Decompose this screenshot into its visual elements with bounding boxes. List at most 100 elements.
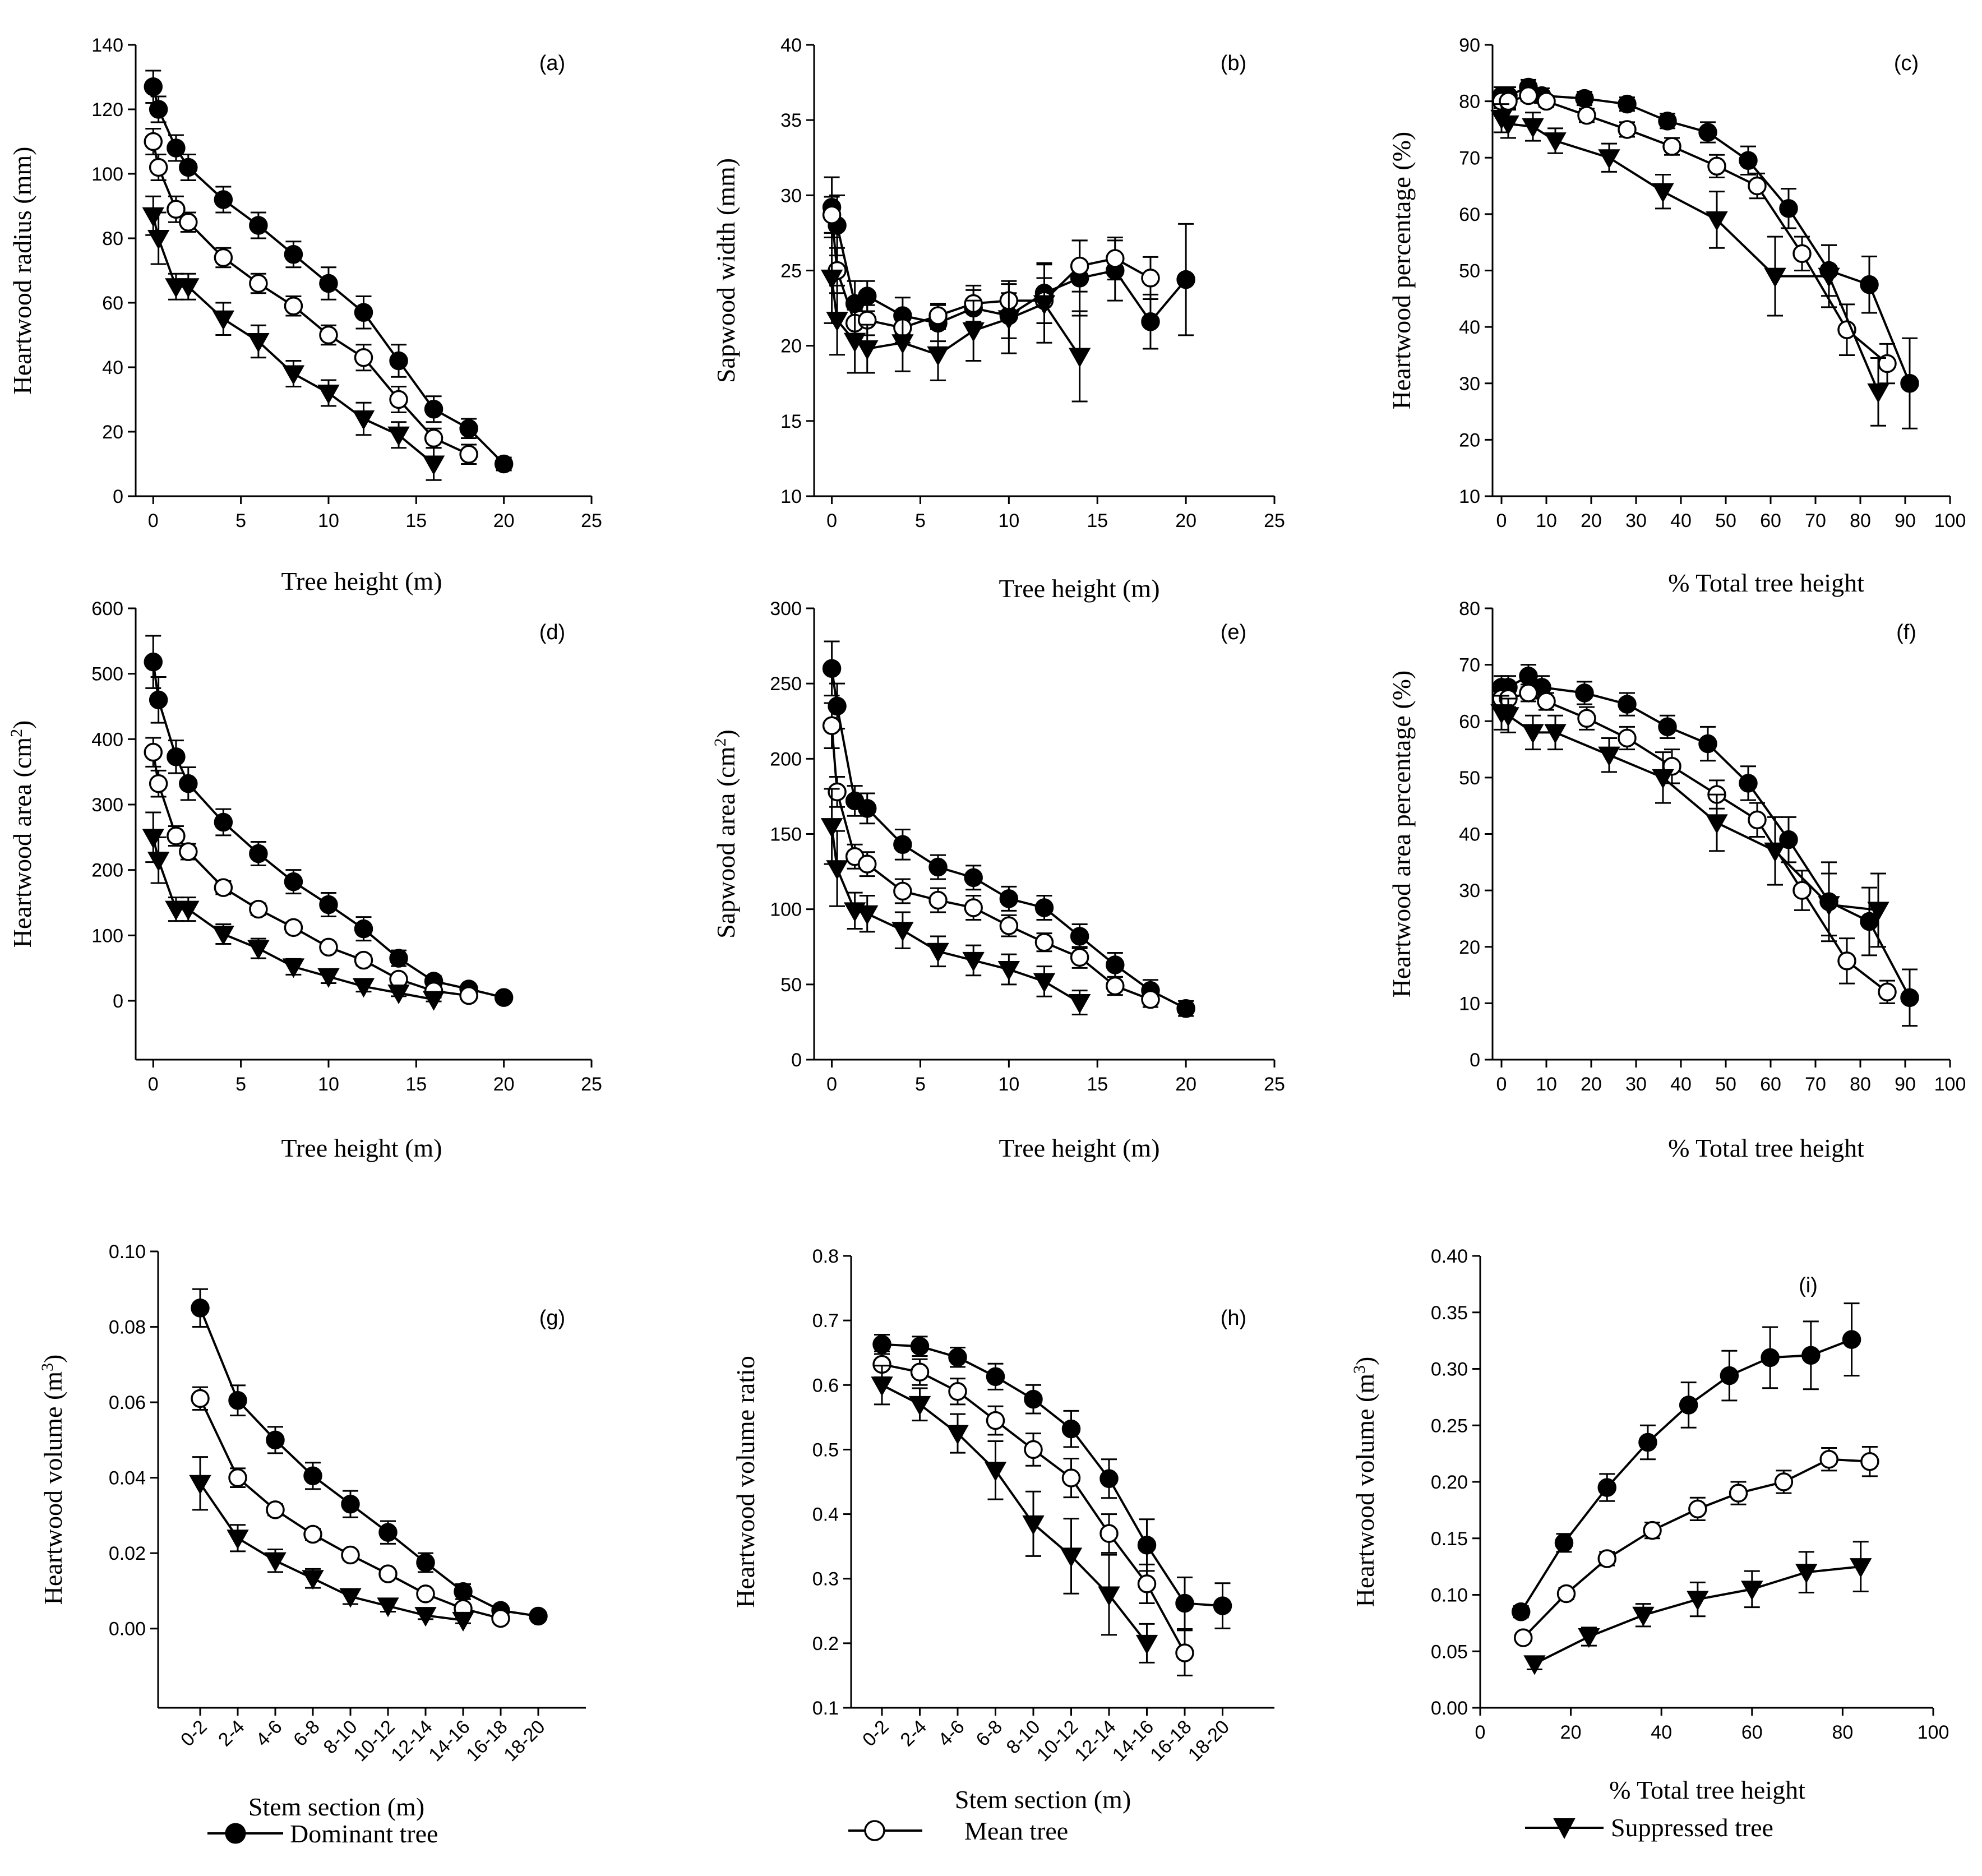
- y-axis-label: Sapwood width (mm): [712, 158, 740, 383]
- point-suppressed: [997, 961, 1020, 981]
- point-dominant: [228, 1390, 247, 1410]
- point-dominant: [149, 690, 168, 710]
- legend-label-dominant: Dominant tree: [290, 1819, 438, 1848]
- point-suppressed: [212, 310, 235, 330]
- point-dominant: [857, 287, 877, 306]
- x-tick-label: 100: [1934, 1074, 1966, 1095]
- series-line-suppressed: [830, 278, 1081, 357]
- y-tick-label: 400: [91, 729, 123, 750]
- point-dominant: [144, 77, 163, 96]
- y-tick-label: 40: [1459, 824, 1480, 845]
- point-dominant: [857, 799, 877, 818]
- point-suppressed: [820, 818, 843, 838]
- y-tick-label: 140: [91, 35, 123, 56]
- y-tick-label: 100: [770, 899, 802, 921]
- y-tick-label: 0.5: [812, 1439, 839, 1461]
- point-mean: [893, 881, 912, 901]
- series-suppressed: [1523, 1541, 1872, 1675]
- y-tick-label: 70: [1459, 655, 1480, 676]
- point-dominant: [1024, 1389, 1043, 1409]
- point-suppressed: [422, 455, 445, 475]
- point-dominant: [1638, 1433, 1657, 1452]
- x-tick-label: 10: [318, 510, 339, 532]
- panel-b: 10 15 20 25 30 35 40 0 5 10 15 20 25 (b) Tree height (…: [712, 35, 1285, 603]
- point-dominant: [1761, 1348, 1780, 1367]
- point-mean: [1577, 709, 1596, 728]
- y-tick-label: 80: [102, 228, 123, 249]
- point-mean: [1878, 982, 1897, 1001]
- point-suppressed: [871, 1376, 893, 1397]
- point-dominant: [999, 889, 1019, 908]
- point-dominant: [1175, 1593, 1194, 1613]
- x-tick-label: 10-12: [349, 1716, 399, 1766]
- series-line-mean: [152, 752, 469, 997]
- series-dominant: [144, 635, 514, 1007]
- point-mean: [1034, 932, 1054, 952]
- x-tick-label: 12-14: [387, 1716, 436, 1766]
- x-tick-label: 50: [1715, 1074, 1736, 1095]
- point-suppressed: [1033, 973, 1056, 993]
- series-line-mean: [1522, 1458, 1870, 1639]
- x-tick-label: 60: [1741, 1722, 1763, 1743]
- point-mean: [928, 306, 948, 325]
- point-mean: [1137, 1574, 1157, 1593]
- x-tick-label: 5: [915, 1074, 926, 1095]
- x-tick-label: 90: [1895, 1074, 1916, 1095]
- point-suppressed: [147, 852, 170, 872]
- point-mean: [1141, 990, 1160, 1009]
- point-dominant: [266, 1430, 285, 1450]
- point-dominant: [1070, 927, 1089, 946]
- y-tick-label: 0.8: [812, 1246, 839, 1267]
- point-suppressed: [264, 1552, 287, 1572]
- point-dominant: [828, 696, 847, 716]
- point-mean: [986, 1411, 1005, 1430]
- point-dominant: [1597, 1478, 1616, 1497]
- legend-item-mean: Mean tree: [848, 1817, 1068, 1845]
- point-mean: [144, 742, 163, 762]
- point-mean: [389, 390, 408, 409]
- point-mean: [1707, 156, 1726, 176]
- y-tick-label: 0.6: [812, 1375, 839, 1396]
- x-axis-label: Stem section (m): [248, 1792, 424, 1821]
- point-mean: [857, 854, 877, 874]
- point-suppressed: [377, 1597, 399, 1618]
- x-tick-label: 5: [235, 1074, 246, 1095]
- x-tick-label: 0: [826, 1074, 837, 1095]
- x-axis-label: Tree height (m): [999, 1134, 1159, 1162]
- x-axis-label: % Total tree height: [1609, 1776, 1805, 1804]
- x-tick-label: 20: [1560, 1722, 1582, 1743]
- point-mean: [1860, 1452, 1879, 1471]
- y-tick-label: 10: [1459, 993, 1480, 1014]
- point-dominant: [354, 303, 373, 322]
- y-tick-label: 0.10: [1431, 1585, 1468, 1606]
- point-dominant: [1900, 374, 1919, 393]
- series-suppressed: [1490, 103, 1889, 427]
- point-dominant: [1698, 123, 1717, 142]
- series-suppressed: [1490, 695, 1889, 948]
- point-mean: [1643, 1521, 1662, 1540]
- x-tick-label: 100: [1918, 1722, 1949, 1743]
- y-tick-label: 120: [91, 99, 123, 121]
- x-tick-label: 60: [1760, 1074, 1781, 1095]
- y-axis-label: Heartwood area (cm2): [7, 720, 36, 948]
- x-tick-label: 5: [235, 510, 246, 532]
- y-tick-label: 250: [770, 673, 802, 695]
- point-dominant: [1575, 89, 1594, 108]
- point-mean: [378, 1564, 398, 1583]
- point-mean: [179, 212, 198, 232]
- point-dominant: [319, 274, 338, 293]
- x-tick-label: 10: [998, 1074, 1019, 1095]
- point-suppressed: [352, 978, 375, 998]
- point-mean: [999, 916, 1019, 935]
- point-suppressed: [1033, 295, 1056, 315]
- point-mean: [1537, 91, 1556, 111]
- y-axis-label: Heartwood area percentage (%): [1387, 671, 1416, 998]
- point-dominant: [1554, 1533, 1574, 1552]
- x-tick-label: 0: [148, 1074, 159, 1095]
- panel-label: (f): [1896, 621, 1916, 644]
- point-mean: [1519, 683, 1538, 703]
- y-tick-label: 600: [91, 598, 123, 620]
- point-suppressed: [142, 829, 164, 849]
- series-suppressed: [820, 788, 1091, 1015]
- point-suppressed: [1022, 1515, 1045, 1535]
